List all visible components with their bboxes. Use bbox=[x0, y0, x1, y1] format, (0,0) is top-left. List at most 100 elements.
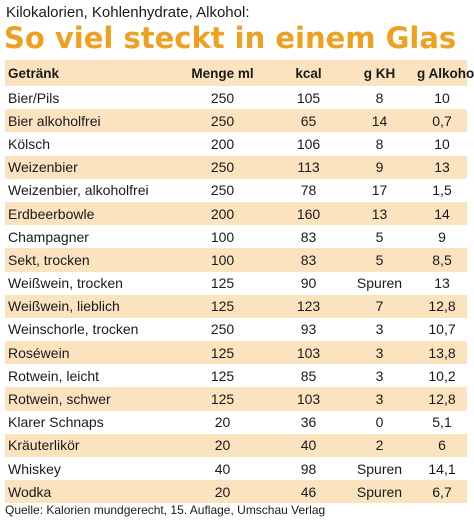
table-row: Roséwein 125 103 3 13,8 bbox=[5, 341, 467, 365]
header-menge: Menge ml bbox=[191, 65, 254, 81]
cell-kh: Spuren bbox=[356, 275, 403, 292]
table-row: Whiskey 40 98 Spuren 14,1 bbox=[5, 457, 467, 481]
cell-menge: 250 bbox=[210, 182, 235, 199]
table-row: Weißwein, lieblich 125 123 7 12,8 bbox=[5, 294, 467, 318]
cell-name: Weißwein, trocken bbox=[8, 275, 123, 292]
header-name: Getränk bbox=[8, 65, 60, 81]
cell-name: Weizenbier, alkoholfrei bbox=[8, 182, 149, 199]
cell-alkohol: 10,7 bbox=[428, 321, 456, 338]
cell-kh: 3 bbox=[375, 391, 384, 408]
cell-kcal: 98 bbox=[300, 460, 317, 477]
cell-name: Bier alkoholfrei bbox=[8, 112, 101, 129]
cell-menge: 40 bbox=[214, 460, 231, 477]
cell-alkohol: 5,1 bbox=[432, 414, 452, 431]
cell-kh: 9 bbox=[375, 159, 384, 176]
cell-menge: 250 bbox=[210, 159, 235, 176]
cell-menge: 100 bbox=[210, 251, 235, 268]
cell-alkohol: 10,2 bbox=[428, 367, 456, 384]
cell-kh: 8 bbox=[375, 89, 384, 106]
table-row: Erdbeerbowle 200 160 13 14 bbox=[5, 201, 467, 226]
cell-kh: 3 bbox=[375, 344, 384, 361]
source-caption: Quelle: Kalorien mundgerecht, 15. Auflag… bbox=[5, 503, 326, 517]
cell-menge: 125 bbox=[210, 344, 235, 361]
cell-name: Weizenbier bbox=[8, 159, 78, 176]
table-row: Klarer Schnaps 20 36 0 5,1 bbox=[5, 410, 467, 434]
cell-kcal: 93 bbox=[300, 321, 317, 338]
cell-alkohol: 14,1 bbox=[428, 460, 456, 477]
header-alkohol: g Alkohol bbox=[417, 65, 474, 81]
cell-menge: 20 bbox=[214, 437, 231, 454]
table-row: Rotwein, schwer 125 103 3 12,8 bbox=[5, 387, 467, 411]
cell-kcal: 65 bbox=[300, 112, 317, 129]
cell-kcal: 83 bbox=[300, 251, 317, 268]
cell-alkohol: 13 bbox=[434, 275, 450, 292]
cell-kcal: 85 bbox=[300, 367, 317, 384]
cell-kcal: 160 bbox=[296, 205, 321, 222]
cell-name: Sekt, trocken bbox=[8, 251, 90, 268]
cell-menge: 200 bbox=[210, 205, 235, 222]
table-row: Bier/Pils 250 105 8 10 bbox=[5, 86, 467, 110]
cell-name: Rotwein, leicht bbox=[8, 367, 100, 384]
cell-kh: 17 bbox=[371, 182, 388, 199]
cell-menge: 20 bbox=[214, 483, 231, 500]
cell-name: Bier/Pils bbox=[8, 89, 60, 106]
cell-kh: 13 bbox=[371, 205, 388, 222]
cell-kcal: 36 bbox=[300, 414, 317, 431]
cell-alkohol: 1,5 bbox=[432, 182, 452, 199]
cell-alkohol: 10 bbox=[434, 89, 450, 106]
cell-name: Whiskey bbox=[8, 460, 61, 477]
cell-alkohol: 10 bbox=[434, 135, 450, 152]
cell-kcal: 113 bbox=[297, 159, 320, 176]
cell-name: Weinschorle, trocken bbox=[8, 321, 139, 338]
cell-alkohol: 0,7 bbox=[432, 112, 452, 129]
table-row: Weinschorle, trocken 250 93 3 10,7 bbox=[5, 317, 467, 342]
cell-kcal: 103 bbox=[296, 344, 321, 361]
cell-menge: 250 bbox=[210, 321, 235, 338]
cell-menge: 250 bbox=[210, 112, 235, 129]
cell-kh: 2 bbox=[375, 437, 384, 454]
cell-kcal: 78 bbox=[300, 182, 317, 199]
cell-menge: 250 bbox=[210, 89, 235, 106]
cell-name: Wodka bbox=[8, 483, 52, 500]
table-row: Kräuterlikör 20 40 2 6 bbox=[5, 433, 467, 457]
header-kh: g KH bbox=[363, 65, 396, 81]
cell-alkohol: 9 bbox=[438, 228, 446, 245]
cell-kh: 3 bbox=[375, 321, 384, 338]
cell-kcal: 105 bbox=[296, 89, 321, 106]
subtitle: Kilokalorien, Kohlenhydrate, Alkohol: bbox=[6, 4, 250, 21]
table-row: Rotwein, leicht 125 85 3 10,2 bbox=[5, 364, 467, 388]
table-row: Wodka 20 46 Spuren 6,7 bbox=[5, 480, 467, 504]
cell-name: Klarer Schnaps bbox=[8, 414, 104, 431]
cell-kcal: 106 bbox=[296, 135, 321, 152]
cell-kcal: 103 bbox=[296, 391, 321, 408]
cell-name: Champagner bbox=[8, 228, 89, 245]
table-row: Weizenbier 250 113 9 13 bbox=[5, 155, 467, 179]
cell-kcal: 90 bbox=[300, 275, 317, 292]
cell-alkohol: 12,8 bbox=[428, 391, 456, 408]
cell-kh: Spuren bbox=[356, 460, 403, 477]
cell-alkohol: 6 bbox=[438, 437, 446, 454]
cell-kh: 5 bbox=[375, 251, 384, 268]
cell-name: Weißwein, lieblich bbox=[8, 298, 120, 315]
cell-kcal: 123 bbox=[296, 298, 321, 315]
cell-name: Erdbeerbowle bbox=[8, 205, 95, 222]
header-kcal: kcal bbox=[295, 65, 322, 81]
cell-alkohol: 14 bbox=[434, 205, 450, 222]
cell-kh: 14 bbox=[371, 112, 388, 129]
cell-kcal: 83 bbox=[300, 228, 317, 245]
cell-menge: 100 bbox=[210, 228, 235, 245]
cell-name: Rotwein, schwer bbox=[8, 391, 111, 408]
page-title: So viel steckt in einem Glas bbox=[4, 21, 457, 55]
cell-menge: 125 bbox=[210, 275, 235, 292]
table-row: Sekt, trocken 100 83 5 8,5 bbox=[5, 248, 467, 272]
cell-kh: 0 bbox=[375, 414, 384, 431]
cell-kh: 3 bbox=[375, 367, 384, 384]
cell-kcal: 46 bbox=[300, 483, 317, 500]
cell-name: Kölsch bbox=[8, 135, 51, 152]
cell-kh: 8 bbox=[375, 135, 384, 152]
table-row: Kölsch 200 106 8 10 bbox=[5, 132, 467, 156]
cell-menge: 200 bbox=[210, 135, 235, 152]
cell-kh: 5 bbox=[375, 228, 384, 245]
cell-alkohol: 12,8 bbox=[428, 298, 456, 315]
cell-kh: Spuren bbox=[356, 483, 403, 500]
